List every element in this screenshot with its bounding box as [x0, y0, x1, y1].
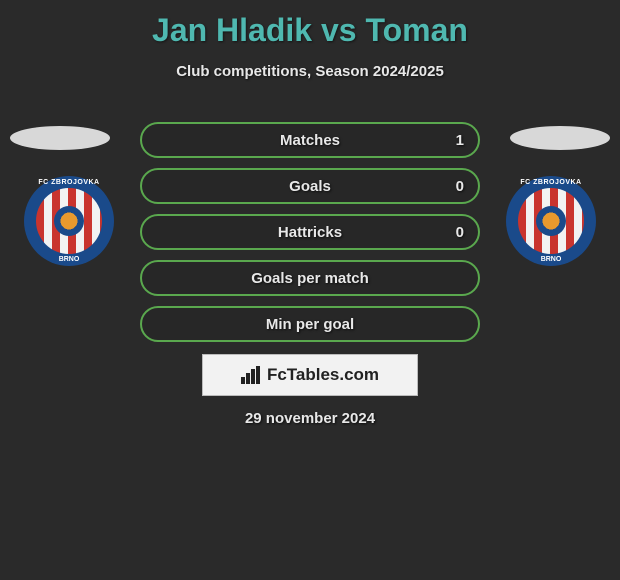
subtitle: Club competitions, Season 2024/2025: [0, 63, 620, 80]
player-pill-right: [510, 126, 610, 150]
stat-value-right: 0: [456, 224, 464, 241]
stat-value-right: 1: [456, 132, 464, 149]
club-badge-right: FC ZBROJOVKA BRNO: [506, 176, 596, 266]
stats-container: Matches 1 Goals 0 Hattricks 0 Goals per …: [140, 122, 480, 352]
club-badge-left: FC ZBROJOVKA BRNO: [24, 176, 114, 266]
stat-row: Hattricks 0: [140, 214, 480, 250]
brand-text: FcTables.com: [267, 365, 379, 385]
page-title: Jan Hladik vs Toman: [0, 0, 620, 49]
stat-label: Goals: [289, 178, 331, 195]
stat-label: Goals per match: [251, 270, 369, 287]
stat-label: Min per goal: [266, 316, 354, 333]
date-text: 29 november 2024: [0, 410, 620, 427]
brand-box: FcTables.com: [202, 354, 418, 396]
stat-value-right: 0: [456, 178, 464, 195]
chart-icon: [241, 366, 261, 384]
stat-row: Goals per match: [140, 260, 480, 296]
stat-label: Matches: [280, 132, 340, 149]
badge-text-bottom: BRNO: [506, 256, 596, 263]
stat-row: Matches 1: [140, 122, 480, 158]
stat-row: Goals 0: [140, 168, 480, 204]
badge-text-top: FC ZBROJOVKA: [24, 179, 114, 186]
player-pill-left: [10, 126, 110, 150]
stat-label: Hattricks: [278, 224, 342, 241]
badge-text-top: FC ZBROJOVKA: [506, 179, 596, 186]
badge-text-bottom: BRNO: [24, 256, 114, 263]
stat-row: Min per goal: [140, 306, 480, 342]
